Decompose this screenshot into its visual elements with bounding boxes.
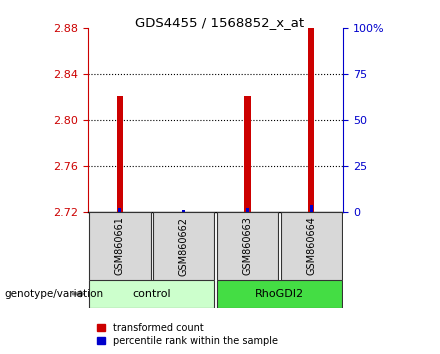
- Bar: [308, 28, 315, 212]
- Text: GSM860662: GSM860662: [179, 217, 189, 275]
- Bar: [244, 96, 251, 212]
- Bar: [89, 212, 150, 280]
- Text: GSM860661: GSM860661: [115, 217, 125, 275]
- Bar: [310, 206, 313, 212]
- Bar: [117, 96, 123, 212]
- Bar: [217, 280, 342, 308]
- Legend: transformed count, percentile rank within the sample: transformed count, percentile rank withi…: [97, 323, 278, 346]
- Bar: [153, 212, 214, 280]
- Text: control: control: [132, 289, 171, 299]
- Text: GSM860664: GSM860664: [306, 217, 316, 275]
- Text: genotype/variation: genotype/variation: [4, 289, 103, 299]
- Bar: [217, 212, 278, 280]
- Text: GDS4455 / 1568852_x_at: GDS4455 / 1568852_x_at: [136, 16, 304, 29]
- Text: GSM860663: GSM860663: [242, 217, 253, 275]
- Bar: [118, 208, 121, 212]
- Bar: [89, 280, 214, 308]
- Bar: [246, 208, 249, 212]
- Bar: [182, 210, 185, 212]
- Bar: [281, 212, 342, 280]
- Text: RhoGDI2: RhoGDI2: [255, 289, 304, 299]
